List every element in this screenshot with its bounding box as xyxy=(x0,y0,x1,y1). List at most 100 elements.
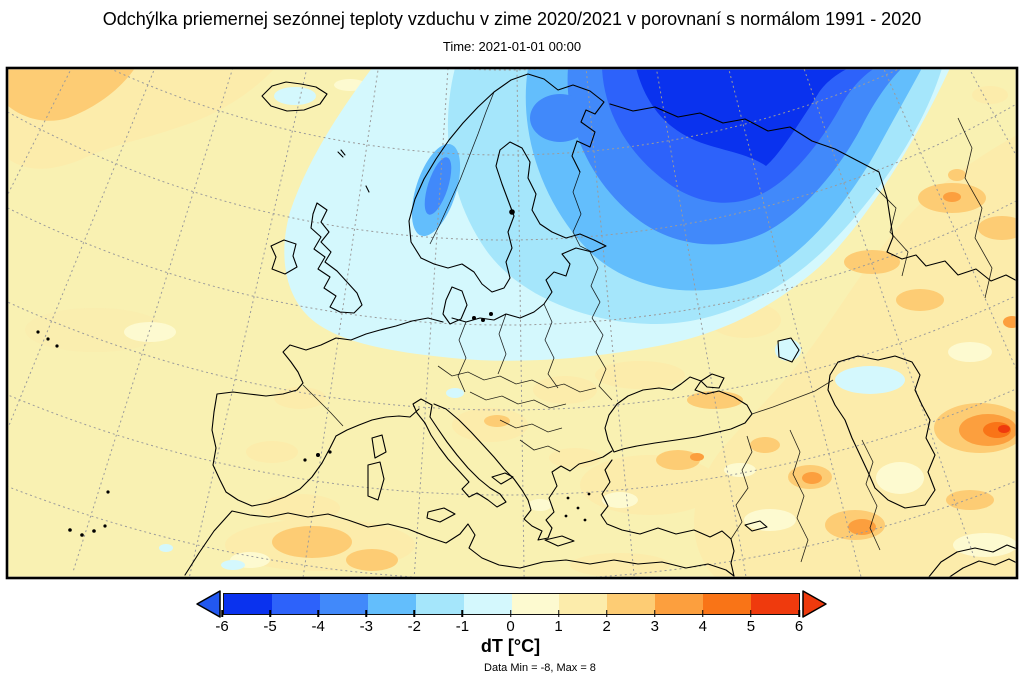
graticule-meridian xyxy=(189,69,308,577)
cold-patch-norway-core xyxy=(424,157,452,215)
colorbar-segment xyxy=(224,594,272,614)
island-canary-4 xyxy=(103,524,107,528)
colorbar-segment xyxy=(415,594,464,614)
colorbar-tick-mark xyxy=(461,610,464,617)
coast-denmark xyxy=(442,286,468,325)
island-canary-1 xyxy=(68,528,72,532)
colorbar-tick-mark xyxy=(509,610,512,617)
graticule-meridian xyxy=(302,69,379,577)
island-canary-2 xyxy=(80,533,84,537)
colorbar-tick-label: -5 xyxy=(263,618,277,635)
colorbar-segment xyxy=(751,594,800,614)
island-azores-3 xyxy=(55,344,59,348)
island-balearic-3 xyxy=(328,450,332,454)
coast-sicily xyxy=(426,507,456,523)
colorbar-tick-label: 6 xyxy=(794,618,804,635)
cold-patch-caspian xyxy=(835,366,905,394)
colorbar-tick-label: -3 xyxy=(359,618,373,635)
island-denmark-3 xyxy=(489,312,493,316)
island-denmark-1 xyxy=(472,316,476,320)
colorbar-tick-mark xyxy=(798,610,800,617)
island-aegean-3 xyxy=(587,492,591,496)
country-borders xyxy=(302,91,993,563)
graticule-meridian xyxy=(72,69,233,574)
cold-patch-alps xyxy=(446,388,464,398)
coast-norway xyxy=(408,73,605,259)
colorbar-segment xyxy=(703,594,752,614)
coast-great-britain xyxy=(310,202,363,314)
coast-faroe xyxy=(337,149,370,193)
coast-iceland xyxy=(261,81,328,112)
colorbar-tick-label: -6 xyxy=(215,618,229,635)
colorbar-tick-labels: -6 -5 -4 -3 -2 -1 0 1 2 3 4 5 6 xyxy=(215,618,803,636)
colorbar-tick-mark xyxy=(605,610,608,617)
coast-azov xyxy=(700,373,725,389)
colorbar-segments xyxy=(223,593,800,615)
graticule-meridian xyxy=(413,69,449,577)
cold-anomaly-region xyxy=(159,69,950,570)
chart-title: Odchýlka priemernej sezónnej teploty vzd… xyxy=(102,9,922,29)
island-aegean-1 xyxy=(566,496,570,500)
map-content xyxy=(8,69,1016,577)
island-balearic-2 xyxy=(316,453,320,457)
coast-cyprus xyxy=(744,520,768,532)
coast-north-africa xyxy=(184,510,735,577)
colorbar-tick-mark xyxy=(557,610,560,617)
colorbar-tick-marks xyxy=(221,610,800,617)
cold-patch-morocco-coast xyxy=(221,560,245,570)
cold-patch-canary xyxy=(159,544,173,552)
data-range-note: Data Min = -8, Max = 8 xyxy=(484,662,596,674)
coast-ireland xyxy=(270,239,298,275)
warm-patch-plus5 xyxy=(998,425,1010,433)
colorbar-left-arrow-icon xyxy=(196,590,221,618)
coast-italy-heel xyxy=(491,472,514,485)
coast-sardinia xyxy=(367,461,385,501)
coast-arctic-russia xyxy=(609,103,1016,282)
colorbar-tick-mark xyxy=(365,610,367,617)
cold-patch-iceland xyxy=(274,87,316,105)
coast-crete xyxy=(544,535,575,547)
colorbar-tick-label: 3 xyxy=(650,618,659,635)
colorbar-segment xyxy=(463,594,512,614)
colorbar-tick-mark xyxy=(750,610,752,617)
cold-patch-lake xyxy=(775,339,801,361)
coast-caspian xyxy=(827,355,936,509)
island-madeira xyxy=(106,490,110,494)
coast-persian-gulf-north xyxy=(928,544,1016,577)
colorbar-tick-label: -1 xyxy=(455,618,470,635)
colorbar-tick-mark xyxy=(269,610,271,617)
colorbar-tick-label: -4 xyxy=(311,618,325,635)
graticule-meridian xyxy=(728,69,862,577)
colorbar-right-arrow-icon xyxy=(802,590,827,618)
coast-persian-gulf-south xyxy=(949,558,1016,577)
coast-corsica xyxy=(371,434,387,459)
cold-band-minus6 xyxy=(636,69,847,166)
coast-lake-nw-caspian xyxy=(777,337,800,363)
colorbar-tick-label: 1 xyxy=(554,618,563,635)
coast-black-sea xyxy=(604,376,753,453)
map-canvas xyxy=(5,66,1019,580)
chart-subtitle: Time: 2021-01-01 00:00 xyxy=(442,39,582,54)
coast-balkans xyxy=(433,403,613,541)
graticule-meridian xyxy=(516,69,525,577)
island-aegean-5 xyxy=(583,518,587,522)
coast-turkey-levant xyxy=(600,459,735,577)
warm-region-corner xyxy=(8,69,134,121)
colorbar xyxy=(195,589,828,619)
graticule-meridian xyxy=(883,69,1016,369)
colorbar-tick-mark xyxy=(654,610,656,617)
island-azores-2 xyxy=(46,337,50,341)
colorbar-tick-mark xyxy=(413,610,416,617)
colorbar-tick-label: 5 xyxy=(746,618,756,635)
coast-italy xyxy=(412,398,507,508)
coastlines xyxy=(36,73,1016,577)
colorbar-tick-label: 0 xyxy=(506,618,515,635)
colorbar-label: dT [°C] xyxy=(480,636,541,656)
colorbar-segment xyxy=(607,594,656,614)
graticule-meridian xyxy=(656,69,747,577)
coast-baltic xyxy=(420,141,607,323)
colorbar-segment xyxy=(559,594,608,614)
island-denmark-2 xyxy=(481,318,485,322)
colorbar-segment xyxy=(367,594,416,614)
